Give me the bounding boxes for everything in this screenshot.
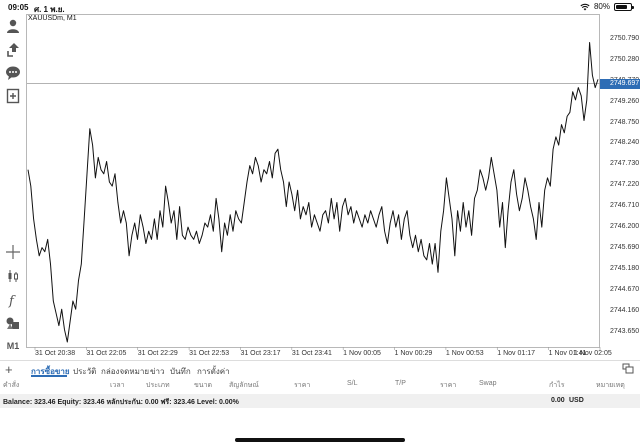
chart-symbol-label: XAUUSDm, M1: [28, 15, 77, 22]
col-tp: T/P: [395, 380, 406, 387]
active-tab-indicator: [31, 375, 67, 377]
tab-news[interactable]: ข่าว: [150, 367, 165, 376]
price-tick-label: 2745.690: [610, 244, 640, 252]
price-line-series: [27, 42, 599, 343]
battery-percent: 80%: [593, 2, 610, 11]
price-tick-label: 2747.220: [610, 181, 640, 189]
status-right: 80%: [580, 2, 634, 11]
price-tick-label: 2748.240: [610, 139, 640, 147]
balance-bar: Balance: 323.46 Equity: 323.46 หลักประกั…: [0, 394, 640, 408]
col-order: คำสั่ง: [3, 382, 20, 389]
price-tick-label: 2743.650: [610, 327, 640, 335]
chart-area[interactable]: [26, 14, 600, 348]
trade-table-header: คำสั่ง เวลา ประเภท ขนาด สัญลักษณ์ ราคา S…: [0, 378, 640, 390]
account-currency: USD: [569, 397, 584, 404]
time-tick-label: 1 Nov 00:53: [445, 350, 484, 357]
left-toolbar: f M1: [0, 14, 26, 357]
price-tick-label: 2747.730: [610, 160, 640, 168]
function-icon[interactable]: f: [3, 290, 23, 310]
new-order-icon[interactable]: [3, 86, 23, 106]
time-tick-label: 31 Oct 22:29: [137, 350, 178, 357]
expand-icon[interactable]: [622, 363, 634, 374]
time-tick-label: 1 Nov 00:05: [343, 350, 381, 357]
col-price: ราคา: [294, 382, 311, 389]
price-chart-plot: [27, 42, 601, 350]
price-tick-label: 2750.280: [610, 55, 640, 63]
time-tick-label: 1 Nov 01:41: [548, 350, 587, 357]
bottom-tab-bar: + การซื้อขาย ประวัติ กล่องจดหมาย ข่าว บั…: [0, 360, 640, 377]
col-symbol: สัญลักษณ์: [229, 382, 259, 389]
current-price-marker: 2749.697: [600, 78, 640, 89]
time-tick-label: 1 Nov 00:29: [394, 350, 433, 357]
time-tick-label: 1 Nov 01:17: [497, 350, 536, 357]
time-tick-label: 31 Oct 23:41: [291, 350, 332, 357]
status-time: 09:05: [8, 3, 29, 12]
objects-icon[interactable]: [3, 313, 23, 333]
col-sl: S/L: [347, 380, 358, 387]
price-tick-label: 2749.260: [610, 97, 640, 105]
svg-text:f: f: [8, 294, 16, 308]
tab-history[interactable]: ประวัติ: [73, 367, 97, 376]
add-icon[interactable]: +: [5, 362, 13, 377]
price-tick-label: 2744.160: [610, 306, 640, 314]
trade-icon[interactable]: [3, 40, 23, 60]
col-swap: Swap: [479, 380, 497, 387]
total-profit: 0.00: [551, 397, 565, 404]
status-bar: 09:05 ศ. 1 พ.ย. 80%: [0, 0, 640, 14]
price-tick-label: 2746.710: [610, 202, 640, 210]
tab-trade[interactable]: การซื้อขาย: [31, 367, 70, 376]
price-tick-label: 2745.180: [610, 264, 640, 272]
price-tick-label: 2748.750: [610, 118, 640, 126]
col-time: เวลา: [110, 382, 125, 389]
status-date: ศ. 1 พ.ย.: [34, 5, 65, 14]
wifi-icon: [580, 3, 590, 10]
account-icon[interactable]: [3, 16, 23, 36]
time-tick-label: 31 Oct 22:05: [86, 350, 127, 357]
price-tick-label: 2746.200: [610, 223, 640, 231]
time-tick-label: 31 Oct 20:38: [35, 350, 76, 357]
tab-journal[interactable]: บันทึก: [170, 367, 191, 376]
col-comment: หมายเหตุ: [596, 382, 625, 389]
time-tick-label: 31 Oct 22:53: [189, 350, 230, 357]
battery-fill: [616, 4, 628, 9]
time-tick-label: 31 Oct 23:17: [240, 350, 281, 357]
timeframe-label: M1: [6, 341, 20, 351]
price-tick-label: 2744.670: [610, 285, 640, 293]
col-volume: ขนาด: [194, 382, 213, 389]
chat-icon[interactable]: [3, 63, 23, 83]
price-tick-label: 2750.790: [610, 34, 640, 42]
tab-settings[interactable]: การตั้งค่า: [197, 367, 230, 376]
col-profit: กำไร: [549, 382, 565, 389]
balance-summary: Balance: 323.46 Equity: 323.46 หลักประกั…: [3, 399, 239, 406]
crosshair-icon[interactable]: [3, 242, 23, 262]
tab-mailbox[interactable]: กล่องจดหมาย: [101, 367, 150, 376]
timeframe-button[interactable]: M1: [3, 336, 23, 356]
col-current-price: ราคา: [440, 382, 457, 389]
battery-icon: [614, 2, 634, 11]
indicators-icon[interactable]: [3, 266, 23, 286]
time-tick-label: 1 Nov 02:05: [574, 350, 612, 357]
col-type: ประเภท: [146, 382, 170, 389]
home-indicator[interactable]: [235, 438, 405, 442]
